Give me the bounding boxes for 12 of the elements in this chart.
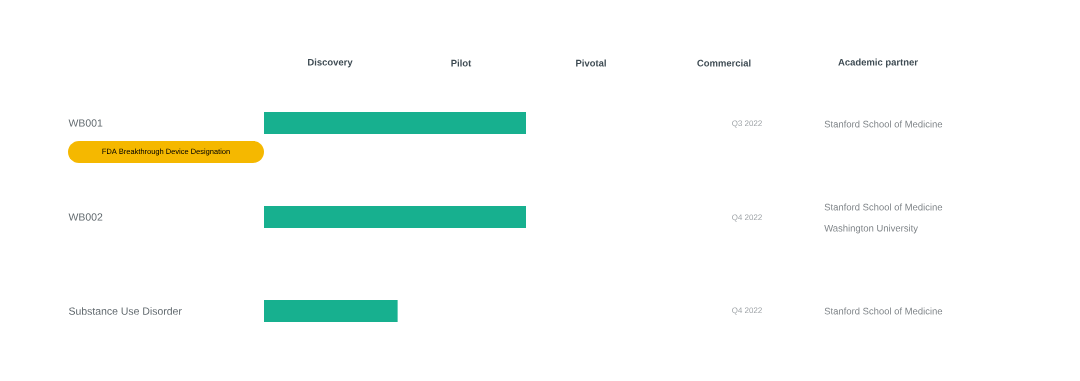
text: Commercial xyxy=(697,59,751,67)
text: Stanford School of Medicine xyxy=(824,120,943,128)
text: Stanford School of Medicine xyxy=(824,307,943,315)
y-tick-label: Substance Use Disorder xyxy=(68,307,182,315)
text: Discovery xyxy=(308,58,353,68)
text: Stanford School of Medicine xyxy=(824,203,943,211)
text: Pivotal xyxy=(576,59,606,67)
text: Pilot xyxy=(451,59,472,67)
y-tick-label: WB002 xyxy=(68,213,103,221)
text: Washington University xyxy=(824,224,918,234)
y-tick-label: WB001 xyxy=(68,119,103,127)
text: Academic partner xyxy=(838,58,918,68)
